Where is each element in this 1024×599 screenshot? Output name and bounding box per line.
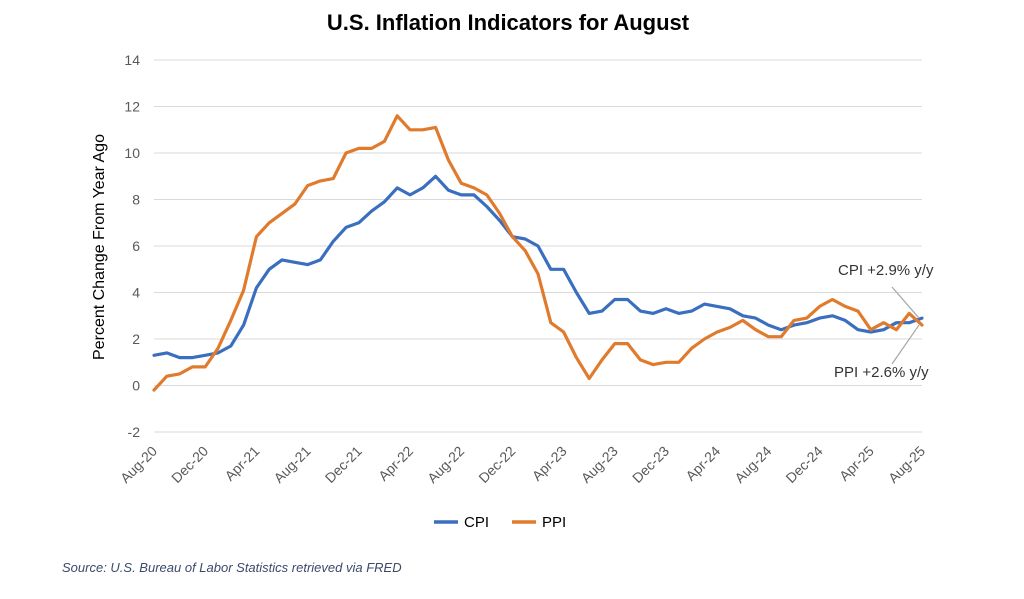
x-tick-label: Apr-23 (529, 443, 570, 484)
annotations: CPI +2.9% y/y PPI +2.6% y/y (834, 262, 934, 381)
y-axis-label: Percent Change From Year Ago (91, 134, 108, 360)
series-line-ppi (152, 114, 924, 392)
x-tick-label: Aug-21 (270, 443, 313, 486)
annotation-cpi: CPI +2.9% y/y (838, 262, 934, 279)
x-tick-label: Aug-20 (117, 443, 160, 486)
y-tick-label: -2 (128, 424, 141, 440)
x-tick-label: Aug-24 (731, 443, 774, 486)
y-tick-label: 4 (132, 285, 140, 301)
x-tick-label: Aug-22 (424, 443, 467, 486)
legend-label-ppi: PPI (542, 514, 566, 531)
inflation-chart: U.S. Inflation Indicators for August -2 0… (91, 10, 934, 531)
annotation-leader (891, 286, 920, 319)
x-tick-label: Aug-25 (885, 443, 928, 486)
y-axis-ticks: -2 0 2 4 6 8 10 12 14 (124, 52, 140, 440)
x-tick-label: Apr-25 (836, 443, 877, 484)
legend-label-cpi: CPI (464, 514, 489, 531)
x-tick-label: Dec-24 (782, 443, 825, 486)
x-tick-label: Aug-23 (578, 443, 621, 486)
x-tick-label: Dec-23 (629, 443, 672, 486)
y-tick-label: 6 (132, 238, 140, 254)
x-tick-label: Apr-21 (221, 443, 262, 484)
annotation-ppi: PPI +2.6% y/y (834, 364, 929, 381)
x-tick-label: Apr-22 (375, 443, 416, 484)
y-tick-label: 8 (132, 192, 140, 208)
y-tick-label: 12 (124, 99, 140, 115)
y-tick-label: 10 (124, 145, 140, 161)
annotation-leader (891, 324, 920, 365)
series-line-cpi (152, 174, 924, 360)
source-note: Source: U.S. Bureau of Labor Statistics … (62, 560, 402, 575)
chart-title: U.S. Inflation Indicators for August (327, 10, 690, 35)
y-tick-label: 2 (132, 331, 140, 347)
x-tick-label: Apr-24 (682, 443, 723, 484)
y-tick-label: 0 (132, 378, 140, 394)
x-axis-ticks: Aug-20 Dec-20 Apr-21 Aug-21 Dec-21 Apr-22 Aug-… (117, 443, 928, 486)
series-lines (152, 114, 924, 392)
x-tick-label: Dec-20 (168, 443, 211, 486)
x-tick-label: Dec-22 (475, 443, 518, 486)
y-tick-label: 14 (124, 52, 140, 68)
x-tick-label: Dec-21 (322, 443, 365, 486)
legend: CPI PPI (434, 514, 566, 531)
